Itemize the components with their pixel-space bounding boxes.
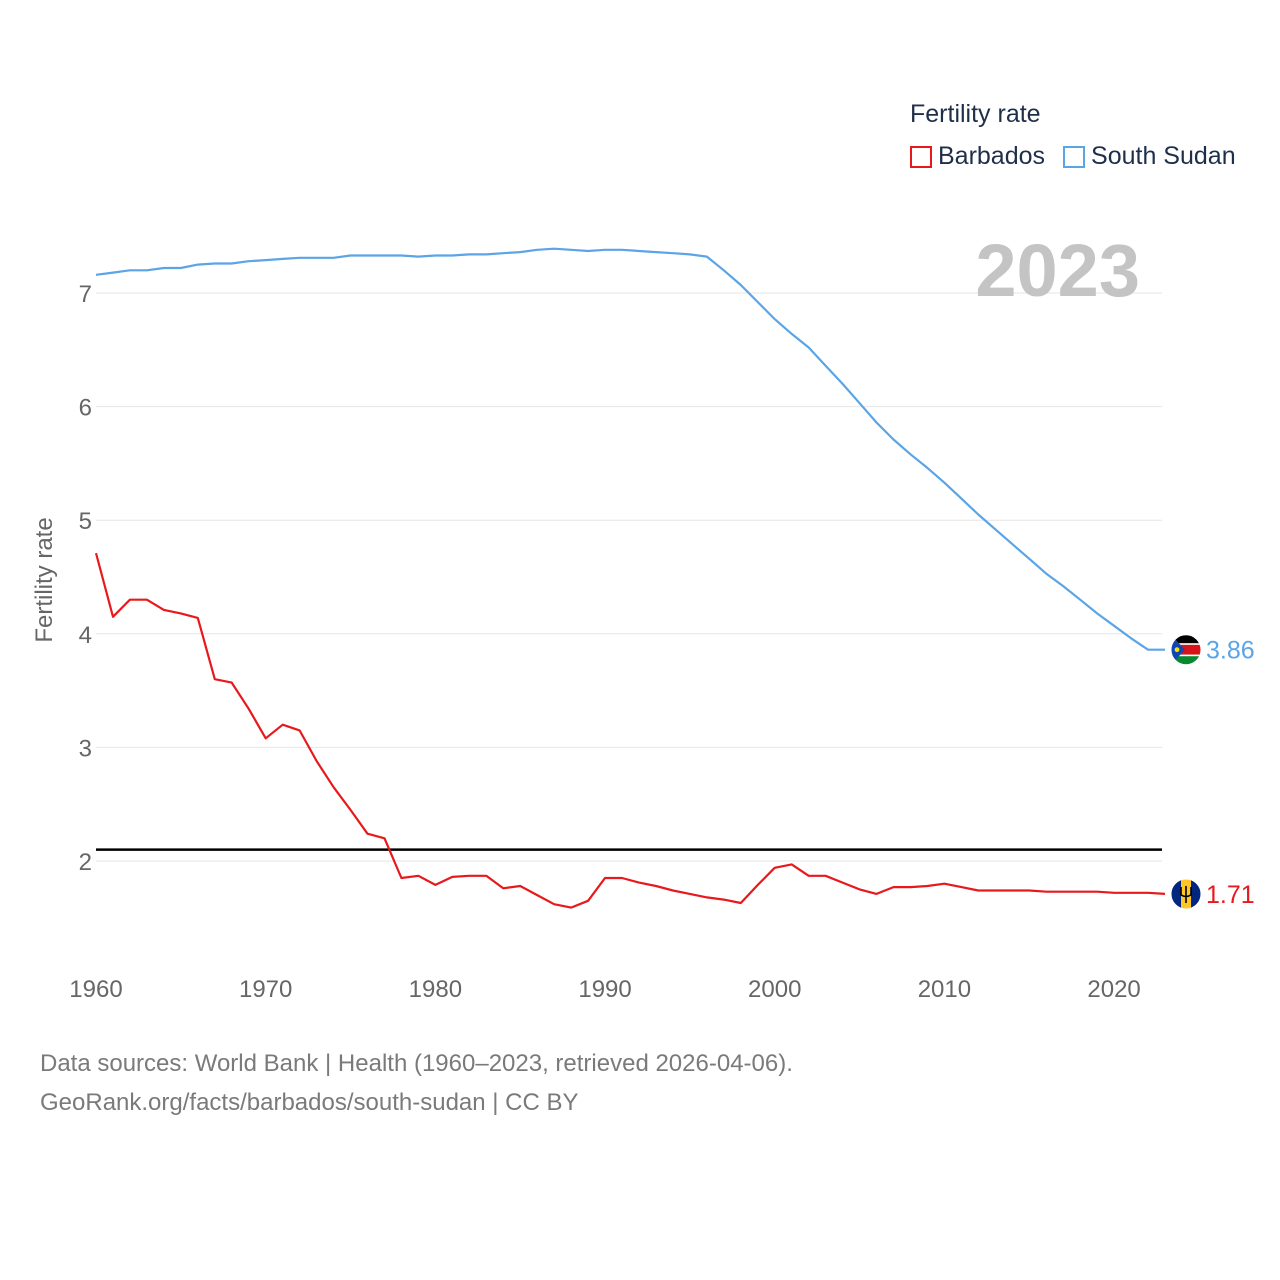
series-group — [94, 247, 1166, 909]
flag-ring-barbados — [1170, 878, 1202, 910]
y-axis-title: Fertility rate — [31, 517, 58, 642]
legend-swatch-barbados — [910, 145, 932, 168]
flag-ring-south-sudan — [1170, 634, 1202, 666]
series-line-south-sudan — [95, 247, 1165, 651]
x-tick-label: 1990 — [578, 976, 631, 1003]
y-tick-label: 3 — [79, 735, 92, 762]
legend-title: Fertility rate — [910, 100, 1041, 128]
gridlines — [96, 292, 1162, 862]
y-tick-label: 5 — [79, 508, 92, 535]
legend-swatch-south-sudan — [1063, 145, 1086, 168]
year-overlay: 2023 — [975, 229, 1140, 312]
source-line-2: GeoRank.org/facts/barbados/south-sudan |… — [40, 1089, 579, 1116]
y-tick-label: 4 — [79, 622, 92, 649]
axis-labels: 2 3 4 5 6 7 1960 1970 1980 1990 2000 2010 2020 — [69, 281, 1140, 1003]
end-label-south-sudan: 3.86 — [1206, 637, 1255, 665]
y-tick-label: 6 — [79, 395, 92, 422]
legend-label-barbados: Barbados — [938, 142, 1046, 170]
legend: Barbados South Sudan — [910, 142, 1254, 171]
y-tick-label: 2 — [79, 849, 92, 876]
source-line-1: Data sources: World Bank | Health (1960–… — [40, 1050, 793, 1077]
source-note: Data sources: World Bank | Health (1960–… — [40, 1044, 793, 1122]
y-tick-label: 7 — [79, 281, 92, 308]
x-tick-label: 2010 — [918, 976, 971, 1003]
series-line-barbados — [94, 552, 1166, 909]
end-label-barbados: 1.71 — [1206, 881, 1255, 909]
x-tick-label: 1970 — [239, 976, 292, 1003]
x-tick-label: 1960 — [69, 976, 122, 1003]
line-chart: 2 3 4 5 6 7 1960 1970 1980 1990 2000 2010 2020 Ferti… — [31, 247, 1255, 1003]
end-markers: 1.71 3.86 — [1170, 634, 1255, 910]
x-tick-label: 2000 — [748, 976, 801, 1003]
flag-icon-barbados — [1171, 878, 1201, 909]
legend-item-south-sudan[interactable]: South Sudan — [1063, 142, 1236, 171]
flag-icon-south-sudan — [1171, 634, 1201, 665]
x-tick-label: 1980 — [409, 976, 462, 1003]
x-tick-label: 2020 — [1087, 976, 1140, 1003]
legend-item-barbados[interactable]: Barbados — [910, 142, 1045, 171]
legend-label-south-sudan: South Sudan — [1091, 142, 1236, 170]
